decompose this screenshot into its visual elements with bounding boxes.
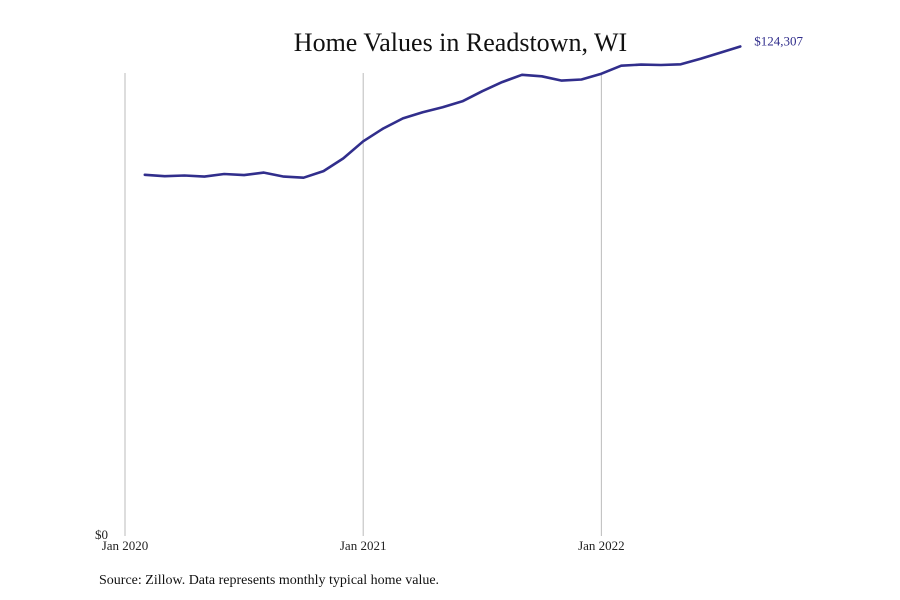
tick-labels: Jan 2020 Jan 2021 Jan 2022 $0 $124,307 — [95, 33, 804, 553]
x-tick-label: Jan 2022 — [578, 538, 625, 553]
line-layer — [143, 45, 742, 179]
chart-source: Source: Zillow. Data represents monthly … — [99, 573, 440, 588]
x-tick-label: Jan 2021 — [340, 538, 387, 553]
gridlines — [124, 73, 602, 536]
y-tick-label: $0 — [95, 527, 108, 542]
chart-title: Home Values in Readstown, WI — [293, 28, 628, 57]
x-tick-label: Jan 2020 — [102, 538, 149, 553]
series-line — [143, 45, 742, 179]
end-value-label: $124,307 — [754, 33, 803, 48]
